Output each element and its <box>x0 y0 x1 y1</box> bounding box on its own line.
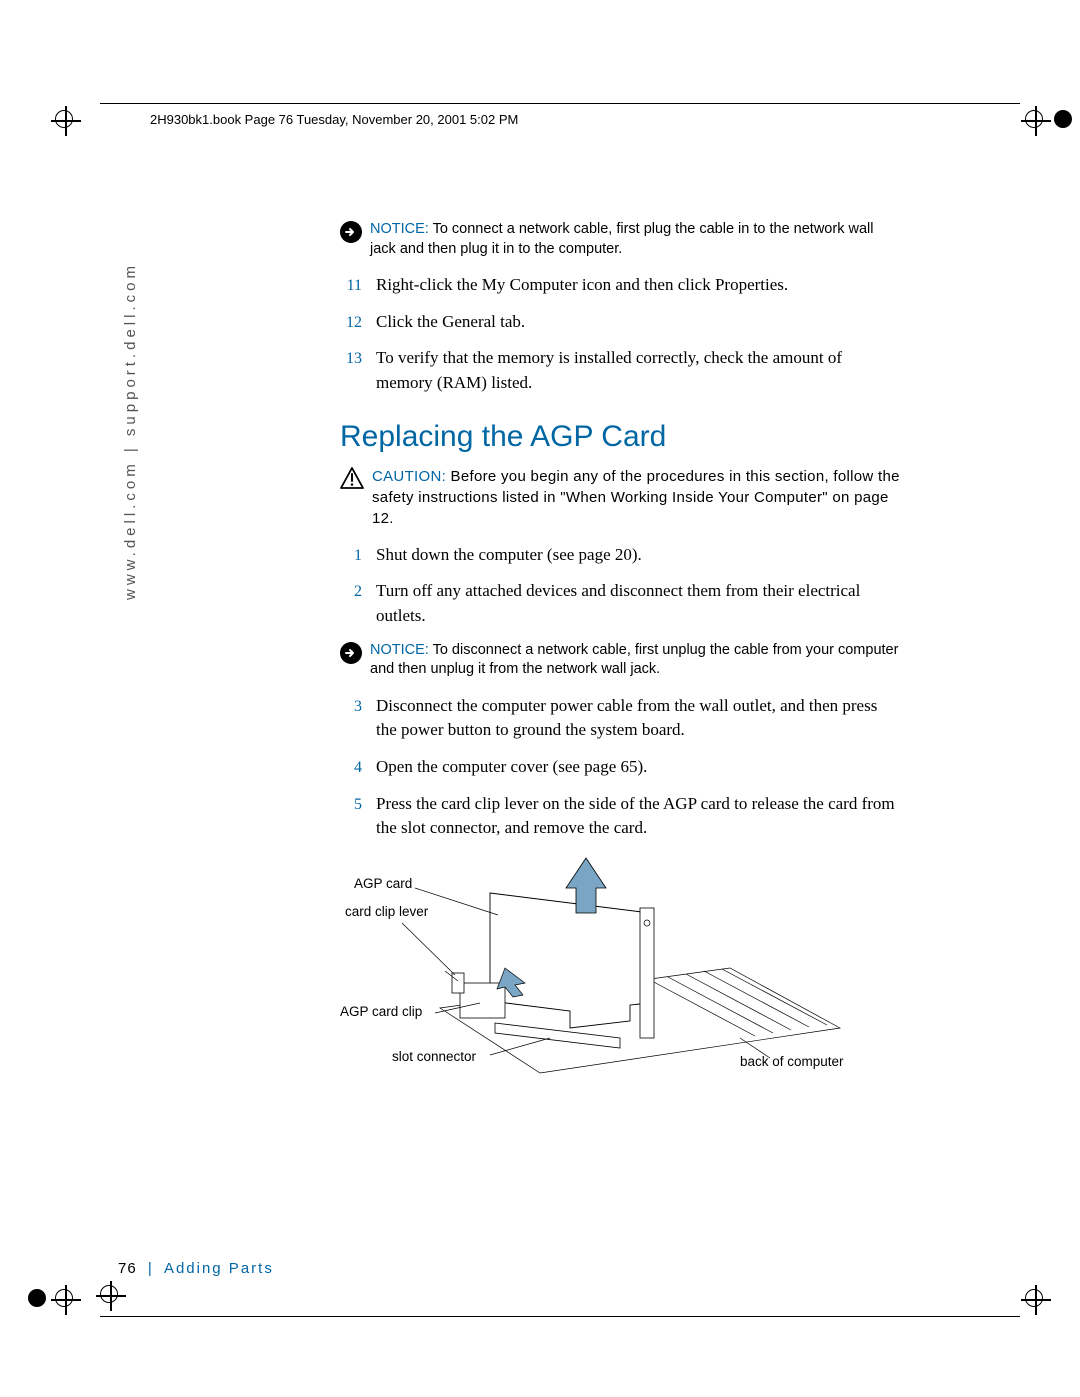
step-text: Press the card clip lever on the side of… <box>376 792 900 841</box>
notice-icon <box>340 642 362 664</box>
diagram-label-agp-card-clip: AGP card clip <box>340 1003 422 1021</box>
page-content: NOTICE: To connect a network cable, firs… <box>340 220 900 1083</box>
agp-diagram: AGP card card clip lever AGP card clip s… <box>340 853 900 1083</box>
crop-mark <box>1025 1289 1045 1309</box>
bottom-rule <box>100 1316 1020 1317</box>
notice-text: NOTICE: To disconnect a network cable, f… <box>370 641 900 680</box>
section-heading: Replacing the AGP Card <box>340 420 900 454</box>
header-text: 2H930bk1.book Page 76 Tuesday, November … <box>150 112 518 127</box>
notice-body: To disconnect a network cable, first unp… <box>370 642 898 678</box>
diagram-label-agp-card: AGP card <box>354 875 412 893</box>
step-number: 5 <box>340 796 362 814</box>
step-text: Right-click the My Computer icon and the… <box>376 273 788 298</box>
caution-block: CAUTION: Before you begin any of the pro… <box>340 466 900 529</box>
step-number: 1 <box>340 547 362 565</box>
crop-mark <box>100 1285 120 1305</box>
step-item: 4 Open the computer cover (see page 65). <box>340 755 900 780</box>
crop-dot <box>28 1289 46 1307</box>
step-item: 3 Disconnect the computer power cable fr… <box>340 694 900 743</box>
step-list-c: 3 Disconnect the computer power cable fr… <box>340 694 900 841</box>
step-text: Open the computer cover (see page 65). <box>376 755 647 780</box>
step-list-a: 11 Right-click the My Computer icon and … <box>340 273 900 396</box>
caution-label: CAUTION: <box>372 468 446 485</box>
footer-page-number: 76 <box>118 1260 137 1277</box>
notice-label: NOTICE: <box>370 642 429 658</box>
step-item: 5 Press the card clip lever on the side … <box>340 792 900 841</box>
step-item: 13 To verify that the memory is installe… <box>340 346 900 395</box>
step-text: Shut down the computer (see page 20). <box>376 543 642 568</box>
step-number: 13 <box>340 350 362 368</box>
step-item: 1 Shut down the computer (see page 20). <box>340 543 900 568</box>
notice-block: NOTICE: To connect a network cable, firs… <box>340 220 900 259</box>
footer-section-name: Adding Parts <box>164 1260 274 1277</box>
step-item: 2 Turn off any attached devices and disc… <box>340 579 900 628</box>
step-number: 3 <box>340 698 362 716</box>
step-item: 11 Right-click the My Computer icon and … <box>340 273 900 298</box>
step-text: To verify that the memory is installed c… <box>376 346 900 395</box>
step-number: 12 <box>340 314 362 332</box>
step-number: 2 <box>340 583 362 601</box>
crop-mark <box>1025 110 1045 130</box>
step-number: 4 <box>340 759 362 777</box>
sidebar-url: www.dell.com | support.dell.com <box>122 262 139 600</box>
step-text: Turn off any attached devices and discon… <box>376 579 900 628</box>
notice-block: NOTICE: To disconnect a network cable, f… <box>340 641 900 680</box>
step-list-b: 1 Shut down the computer (see page 20). … <box>340 543 900 629</box>
caution-text: CAUTION: Before you begin any of the pro… <box>372 466 900 529</box>
caution-body: Before you begin any of the procedures i… <box>372 468 900 527</box>
notice-icon <box>340 221 362 243</box>
notice-label: NOTICE: <box>370 221 429 237</box>
step-text: Disconnect the computer power cable from… <box>376 694 900 743</box>
crop-mark <box>55 1289 75 1309</box>
diagram-label-slot-connector: slot connector <box>392 1048 476 1066</box>
notice-body: To connect a network cable, first plug t… <box>370 221 873 257</box>
page-footer: 76 | Adding Parts <box>118 1260 274 1277</box>
step-text: Click the General tab. <box>376 310 525 335</box>
diagram-label-back-of-computer: back of computer <box>740 1053 844 1071</box>
step-item: 12 Click the General tab. <box>340 310 900 335</box>
footer-separator: | <box>148 1260 153 1277</box>
notice-text: NOTICE: To connect a network cable, firs… <box>370 220 900 259</box>
caution-icon <box>340 467 364 489</box>
top-rule <box>100 103 1020 104</box>
step-number: 11 <box>340 277 362 295</box>
crop-mark <box>55 110 75 130</box>
diagram-label-card-clip-lever: card clip lever <box>345 903 428 921</box>
crop-dot <box>1054 110 1072 128</box>
